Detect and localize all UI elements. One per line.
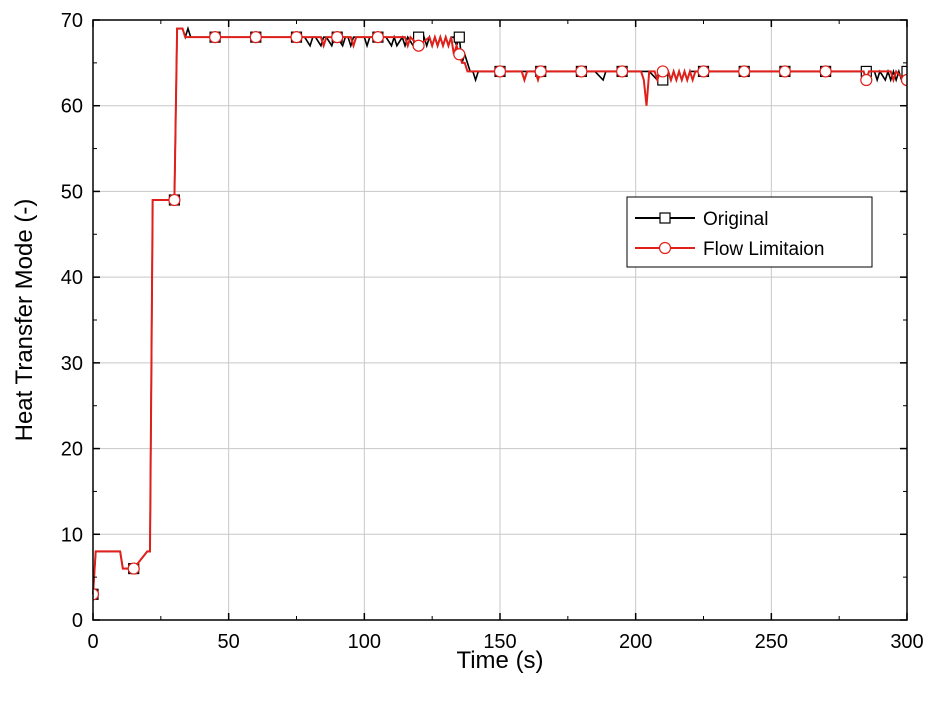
data-point-circle xyxy=(778,65,792,78)
tick-layer: 0 50 100 150 200 250 300 0 10 20 30 40 50 60 70 xyxy=(61,10,924,653)
series-line xyxy=(92,27,907,595)
y-tick-label: 10 xyxy=(61,524,83,546)
y-axis-title: Heat Transfer Mode (-) xyxy=(11,199,38,442)
data-point-circle xyxy=(168,193,181,207)
data-point-circle xyxy=(249,31,262,44)
legend-marker-square xyxy=(659,212,671,224)
x-tick-label: 300 xyxy=(890,631,923,653)
x-tick-label: 0 xyxy=(87,631,98,653)
data-point-circle xyxy=(93,588,100,601)
data-point-circle xyxy=(371,31,384,44)
data-point-circle xyxy=(615,65,629,78)
data-point-square xyxy=(453,31,465,43)
y-tick-label: 0 xyxy=(72,610,83,632)
y-tick-label: 30 xyxy=(61,353,83,375)
data-point-circle xyxy=(819,65,832,78)
x-tick-label: 200 xyxy=(619,631,652,653)
data-point-circle xyxy=(493,65,507,78)
series-markers xyxy=(93,31,907,601)
data-point-square xyxy=(901,65,907,78)
x-tick-label: 50 xyxy=(218,631,240,653)
data-point-circle xyxy=(331,31,344,44)
legend-marker-circle xyxy=(658,241,672,255)
data-point-circle xyxy=(575,65,588,78)
data-point-circle xyxy=(412,39,425,52)
y-tick-label: 20 xyxy=(61,439,83,461)
series-1 xyxy=(92,27,907,601)
legend-box xyxy=(626,196,873,268)
series-line xyxy=(92,25,906,595)
y-tick-label: 40 xyxy=(61,267,83,289)
x-tick-label: 100 xyxy=(348,631,381,653)
legend-label-flow-limitaion: Flow Limitaion xyxy=(703,239,824,260)
legend-entry-original: Original xyxy=(635,209,768,230)
grid-layer xyxy=(93,20,907,620)
legend-label-original: Original xyxy=(703,209,768,230)
data-point-circle xyxy=(738,65,751,78)
data-point-circle xyxy=(697,65,710,78)
y-tick-label: 60 xyxy=(61,96,83,118)
x-axis-title: Time (s) xyxy=(456,647,543,674)
legend-entry-flow-limitaion: Flow Limitaion xyxy=(635,239,824,260)
series-layer xyxy=(92,25,907,601)
legend: Original Flow Limitaion xyxy=(626,196,873,268)
y-tick-label: 70 xyxy=(61,10,83,32)
data-point-circle xyxy=(453,48,466,61)
data-point-circle xyxy=(534,65,547,78)
x-tick-label: 150 xyxy=(483,631,516,653)
data-point-circle xyxy=(900,73,907,87)
data-point-circle xyxy=(209,31,222,44)
y-tick-label: 50 xyxy=(61,181,83,203)
data-point-circle xyxy=(656,65,669,78)
data-point-circle xyxy=(127,562,140,575)
data-point-circle xyxy=(290,31,303,44)
data-point-circle xyxy=(860,73,873,87)
x-tick-label: 250 xyxy=(755,631,788,653)
